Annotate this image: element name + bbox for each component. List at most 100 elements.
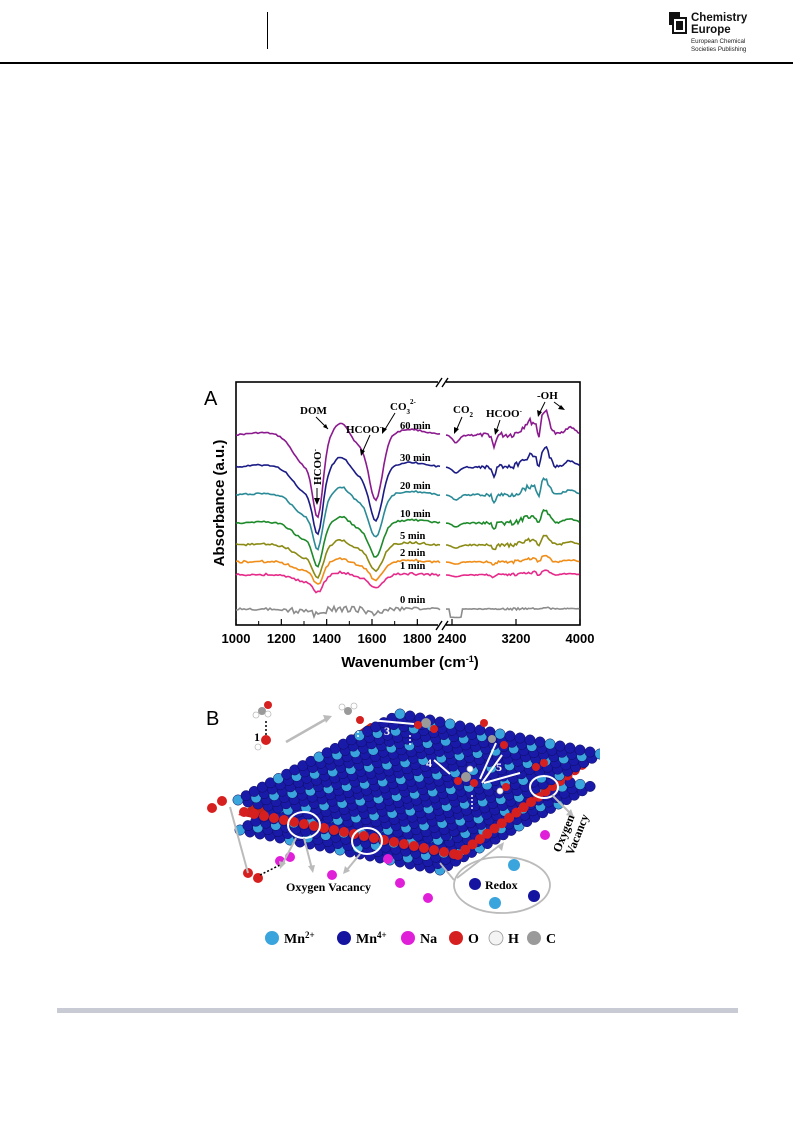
header-divider (267, 12, 268, 49)
legend-label: H (508, 932, 519, 947)
x-tick-label: 1600 (358, 631, 387, 646)
legend-label: O (468, 932, 479, 947)
x-tick-label: 2400 (438, 631, 467, 646)
series-label: 5 min (400, 531, 426, 542)
spectrum-right-20-min (445, 476, 580, 505)
chemistry-europe-logo: Chemistry Europe European Chemical Socie… (669, 12, 769, 57)
step-2: 2 (330, 704, 336, 718)
mn2-atom (544, 738, 556, 750)
o-atom (369, 833, 379, 843)
h-atom (254, 743, 262, 751)
mn2-atom (394, 708, 406, 720)
spectrum-left-2-min (235, 556, 441, 585)
mn2-atom (574, 778, 586, 790)
logo-publisher-text: European Chemical Societies Publishing (691, 38, 746, 53)
mn4-atom (584, 746, 596, 758)
step-5: 5 (496, 760, 502, 774)
c-atom (421, 718, 431, 728)
series-label: 20 min (400, 481, 431, 492)
mn4-atom (584, 780, 596, 792)
step-numbers: 1 2 3 4 5 (254, 704, 502, 774)
o-atom (249, 809, 259, 819)
na-atom (327, 870, 337, 880)
oxygen-vacancy-side-label: OxygenVacancy (550, 807, 592, 859)
spectrum-left-10-min (235, 515, 441, 568)
o-atom (489, 823, 500, 834)
x-tick-label: 1400 (312, 631, 341, 646)
series-label: 2 min (400, 548, 426, 559)
header-rule (0, 62, 793, 64)
h-atom (264, 710, 272, 718)
hcoo-vertical-sup: - (311, 448, 319, 451)
footer-rule (57, 1008, 738, 1013)
logo-brand-text: Chemistry Europe (691, 12, 747, 36)
o-atom (309, 821, 319, 831)
publisher-line-2: Societies Publishing (691, 45, 747, 53)
series-label: 1 min (400, 561, 426, 572)
c-atom (461, 772, 471, 782)
h-atom (252, 711, 260, 719)
legend-label: C (546, 932, 556, 947)
o-atom (299, 819, 309, 829)
na-atom (540, 830, 550, 840)
x-axis-label-main: Wavenumber (cm (341, 654, 465, 671)
mn4-atom (554, 740, 566, 752)
mn4-atom (454, 720, 466, 732)
spectrum-left-60-min (236, 422, 441, 519)
co3-sup: 2- (410, 398, 417, 406)
panel-a-label: A (204, 388, 218, 410)
o-atom (419, 843, 429, 853)
x-tick-label: 3200 (502, 631, 531, 646)
o-atom (339, 827, 349, 837)
legend-swatch (401, 931, 415, 945)
c-atom (258, 707, 266, 715)
o-atom (482, 828, 493, 839)
o-atom (289, 817, 299, 827)
spectrum-right-60-min (445, 408, 580, 451)
o-atom (453, 850, 463, 860)
hcoo-mid-sup: - (380, 423, 383, 431)
o-atom (511, 807, 522, 818)
x-tick-label: 1000 (222, 631, 251, 646)
legend-swatch (488, 930, 504, 946)
legend: Mn2+ Mn4+ Na O H C (265, 930, 556, 947)
step-1: 1 (254, 730, 260, 744)
chemistry-europe-mark-icon (669, 12, 687, 34)
peak-label-hcoo-mid: HCOO- (346, 423, 383, 436)
y-axis-label: Absorbance (a.u.) (211, 440, 228, 567)
upper-mn-layer (232, 708, 606, 846)
mn4-atom (524, 734, 536, 746)
spectrum-right-30-min (445, 445, 580, 480)
mn2-atom (444, 718, 456, 730)
legend-label: Na (420, 932, 437, 947)
legend-swatch (449, 931, 463, 945)
spectrum-left-20-min (235, 486, 441, 551)
peak-label-hcoo-right: HCOO- (486, 407, 523, 420)
oxygen-vacancy-markers (229, 775, 574, 874)
o2-molecule-atom (217, 796, 227, 806)
legend-label: Mn2+ (284, 930, 315, 947)
step-4: 4 (426, 756, 432, 770)
o-atom (460, 844, 471, 855)
x-tick-label: 1800 (403, 631, 432, 646)
o-atom (502, 783, 510, 791)
co2-sub: 2 (470, 411, 474, 419)
x-axis-ticks: 1000 1200 1400 1600 1800 2400 3200 4000 (222, 619, 594, 646)
o-atom (359, 831, 369, 841)
o-atom (439, 847, 449, 857)
brand-line-2: Europe (691, 24, 731, 36)
redox-label: Redox (485, 878, 518, 892)
o-atom (329, 825, 339, 835)
series-label: 30 min (400, 453, 431, 464)
brand-line-1: Chemistry (691, 12, 748, 24)
o-atom (414, 721, 422, 729)
mn4-atom (504, 730, 516, 742)
legend-swatch (265, 931, 279, 945)
peak-label-dom: DOM (300, 405, 328, 417)
peak-label-co3: CO3 2- (390, 398, 417, 416)
panel-b: B (206, 701, 606, 947)
co3-text: CO (390, 401, 407, 413)
x-axis-label: Wavenumber (cm-1) (341, 654, 479, 671)
o-atom (279, 815, 289, 825)
